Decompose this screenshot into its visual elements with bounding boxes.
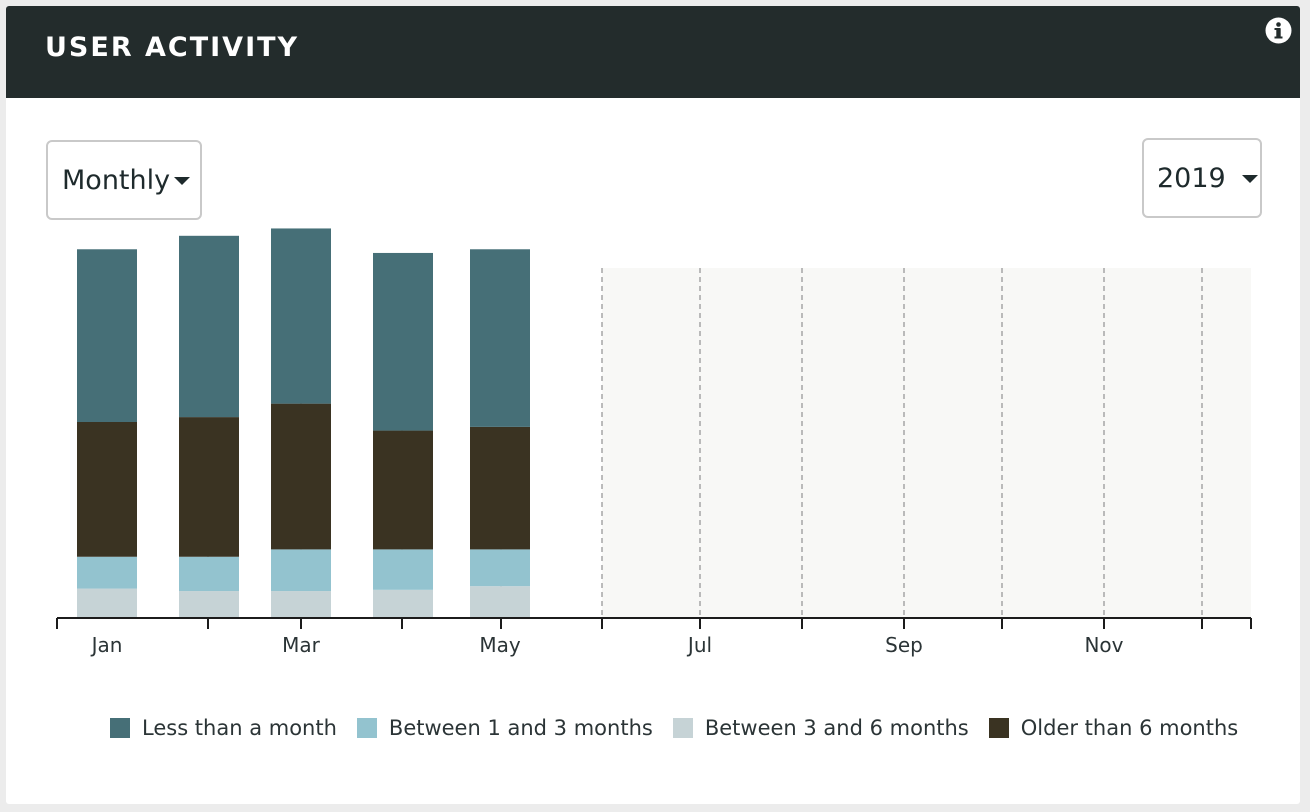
legend-item-between-3-6-months[interactable]: Between 3 and 6 months	[672, 716, 969, 740]
user-activity-chart: Jan Mar May Jul Sep Nov	[56, 228, 1252, 657]
x-tick-label: Jul	[686, 633, 712, 657]
bar-segment-mar-3[interactable]	[271, 228, 331, 404]
bar-segment-mar-0[interactable]	[271, 591, 331, 618]
legend-item-older-than-6-months[interactable]: Older than 6 months	[988, 716, 1239, 740]
chevron-down-icon	[1241, 175, 1258, 183]
future-months-area	[602, 268, 1251, 618]
bar-segment-feb-3[interactable]	[179, 235, 239, 418]
period-select-value: Monthly	[62, 164, 171, 196]
bar-segment-may-3[interactable]	[470, 249, 530, 427]
legend-item-less-than-month[interactable]: Less than a month	[110, 716, 337, 740]
bar-segment-jan-0[interactable]	[77, 588, 137, 618]
user-activity-card: USER ACTIVITY Monthly 2019 Jan Mar May Jul S…	[6, 6, 1300, 804]
info-icon[interactable]	[1265, 17, 1292, 44]
year-select[interactable]: 2019	[1142, 138, 1262, 218]
chevron-down-icon	[174, 177, 191, 185]
bar-segment-feb-1[interactable]	[179, 556, 239, 592]
legend-swatch	[110, 718, 130, 738]
legend-label: Older than 6 months	[1020, 716, 1239, 740]
bar-segment-feb-2[interactable]	[179, 417, 239, 557]
card-header: USER ACTIVITY	[6, 6, 1300, 98]
legend-swatch	[988, 718, 1009, 738]
legend-label: Between 1 and 3 months	[388, 716, 653, 740]
legend-label: Between 3 and 6 months	[704, 716, 969, 740]
bar-segment-apr-3[interactable]	[373, 252, 433, 431]
bar-segment-may-0[interactable]	[470, 586, 530, 618]
chart-legend: Less than a month Between 1 and 3 months…	[110, 714, 1258, 742]
legend-swatch	[356, 718, 377, 738]
bar-segment-apr-1[interactable]	[373, 549, 433, 590]
bar-segment-mar-2[interactable]	[271, 403, 331, 550]
legend-label: Less than a month	[142, 716, 337, 740]
x-tick-label: Jan	[90, 633, 123, 657]
card-title: USER ACTIVITY	[45, 32, 300, 63]
bar-segment-jan-3[interactable]	[77, 249, 137, 422]
x-tick-label: May	[479, 633, 521, 657]
legend-swatch	[672, 718, 693, 738]
bar-segment-apr-2[interactable]	[373, 430, 433, 550]
period-select[interactable]: Monthly	[46, 140, 202, 220]
bar-segment-may-1[interactable]	[470, 549, 530, 587]
bar-segment-may-2[interactable]	[470, 426, 530, 550]
legend-item-between-1-3-months[interactable]: Between 1 and 3 months	[356, 716, 653, 740]
x-tick-label: Nov	[1084, 633, 1123, 657]
bar-segment-mar-1[interactable]	[271, 549, 331, 592]
bar-segment-feb-0[interactable]	[179, 591, 239, 618]
year-select-value: 2019	[1157, 162, 1226, 194]
x-tick-label: Mar	[282, 633, 321, 657]
bar-segment-jan-1[interactable]	[77, 556, 137, 589]
bar-segment-apr-0[interactable]	[373, 589, 433, 618]
x-tick-label: Sep	[885, 633, 923, 657]
bar-segment-jan-2[interactable]	[77, 422, 137, 557]
